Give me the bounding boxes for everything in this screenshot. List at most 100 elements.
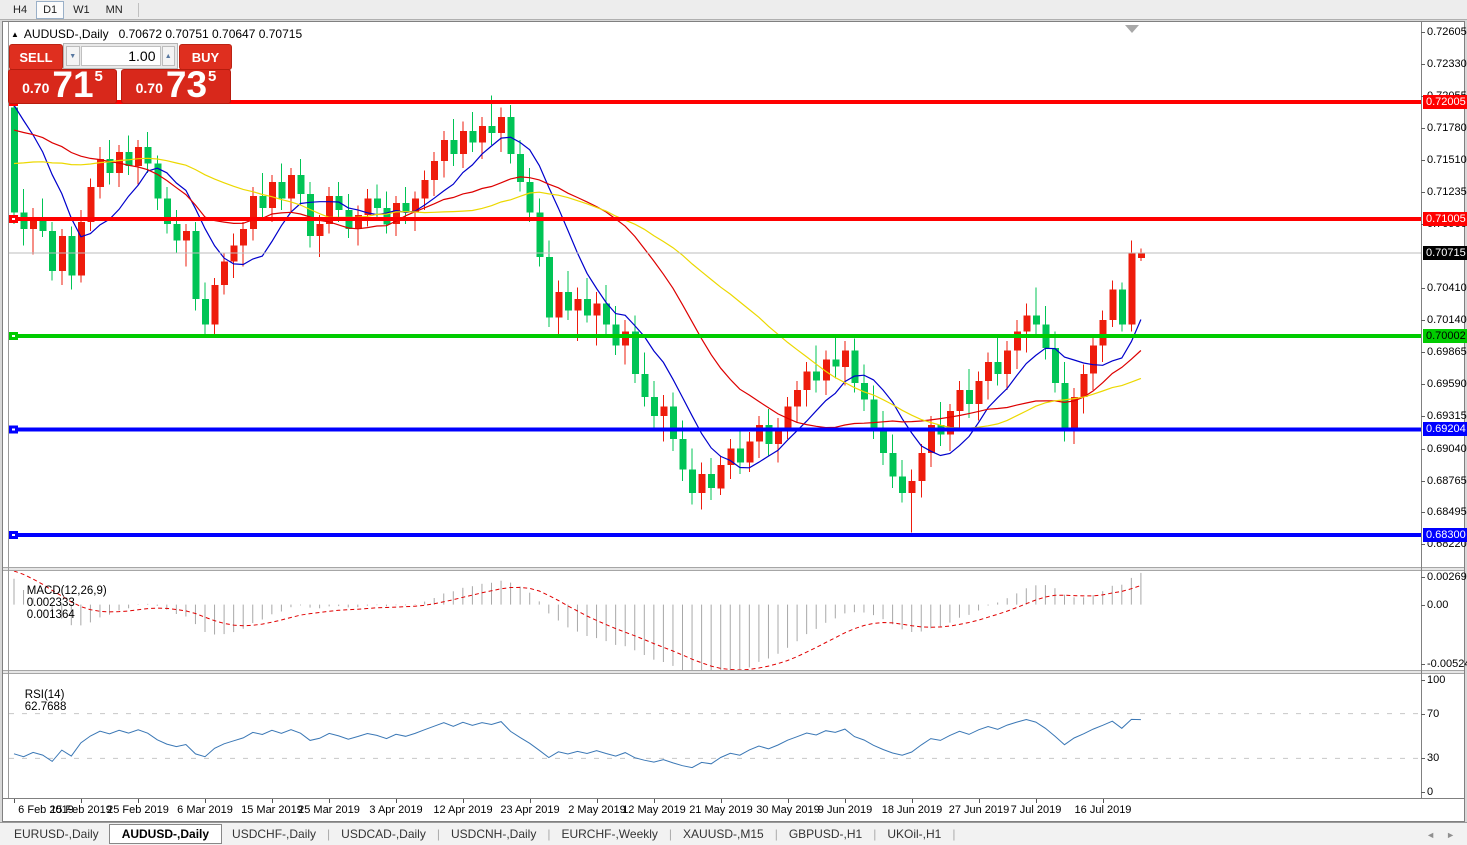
rsi-axis-label: 30 xyxy=(1427,752,1440,764)
sell-price-big-digits: 71 xyxy=(52,64,94,106)
chart-tab-audusd[interactable]: AUDUSD-,Daily xyxy=(108,824,223,844)
price-chart-canvas[interactable] xyxy=(9,24,1421,567)
candle-body-down xyxy=(679,439,687,470)
plot-left-border xyxy=(8,22,9,798)
buy-price-prefix: 0.70 xyxy=(135,80,163,96)
level-handle-dot xyxy=(12,534,15,536)
candle-body-down xyxy=(669,406,677,440)
candle-body-up xyxy=(326,196,334,225)
candle-body-up xyxy=(96,158,104,187)
tab-scroll-right-icon[interactable]: ► xyxy=(1446,830,1455,840)
candle-body-down xyxy=(584,299,591,316)
candle-body-up xyxy=(431,161,439,180)
candle-body-up xyxy=(182,231,190,241)
timeframe-button-d1[interactable]: D1 xyxy=(36,0,65,19)
chart-tab-eurusd[interactable]: EURUSD-,Daily xyxy=(14,827,99,841)
date-axis-label: 3 Apr 2019 xyxy=(369,804,423,816)
buy-price-pipette: 5 xyxy=(208,68,217,85)
chart-tab-gbpusd[interactable]: GBPUSD-,H1 xyxy=(788,827,863,841)
rsi-name: RSI(14) xyxy=(24,689,65,701)
macd-main-value: 0.002333 xyxy=(26,597,75,609)
volume-input[interactable] xyxy=(80,46,161,66)
pane-splitter-macd-rsi[interactable] xyxy=(3,670,1464,674)
candle-body-down xyxy=(517,154,525,183)
candle-body-up xyxy=(58,235,66,271)
candle-body-up xyxy=(822,359,830,381)
chart-tab-xauusd[interactable]: XAUUSD-,M15 xyxy=(683,827,764,841)
candle-body-up xyxy=(364,198,372,215)
chart-tab-usdcnh[interactable]: USDCNH-,Daily xyxy=(450,827,537,841)
volume-increase-button[interactable]: ▲ xyxy=(161,46,175,66)
date-axis-tick xyxy=(272,799,273,803)
date-axis-tick xyxy=(530,799,531,803)
tab-scroll-left-icon[interactable]: ◄ xyxy=(1426,830,1435,840)
rsi-axis-tick xyxy=(1421,792,1425,793)
chart-tab-eurchf[interactable]: EURCHF-,Weekly xyxy=(561,827,658,841)
volume-decrease-button[interactable]: ▼ xyxy=(66,46,80,66)
price-axis-label: 0.72330 xyxy=(1427,58,1467,70)
candle-body-down xyxy=(813,371,821,381)
candle-body-down xyxy=(851,350,859,384)
scroll-to-end-icon[interactable] xyxy=(1125,25,1139,33)
moving-average-line-21 xyxy=(13,129,1142,429)
tab-separator: | xyxy=(547,827,551,841)
date-axis[interactable]: 6 Feb 2019 15 Feb 2019 25 Feb 2019 6 Mar 20… xyxy=(3,798,1464,821)
collapse-panel-icon[interactable]: ▲ xyxy=(11,29,19,39)
date-axis-tick xyxy=(14,799,15,803)
toolbar-separator xyxy=(137,2,139,17)
price-axis-label: 0.70140 xyxy=(1427,314,1467,326)
candle-body-down xyxy=(259,196,267,208)
date-axis-label: 6 Feb 2019 xyxy=(18,804,74,816)
buy-price-quote[interactable]: 0.70 73 5 xyxy=(121,64,231,106)
rsi-axis-tick xyxy=(1421,714,1425,715)
candle-body-down xyxy=(641,373,649,398)
candle-body-down xyxy=(297,175,305,194)
tab-separator: | xyxy=(952,827,956,841)
candle-body-down xyxy=(125,151,133,166)
rsi-pane-canvas[interactable] xyxy=(9,674,1421,798)
level-handle-dot xyxy=(12,428,15,431)
timeframe-button-w1[interactable]: W1 xyxy=(73,3,90,16)
buy-price-big-digits: 73 xyxy=(165,64,208,106)
level-price-label-0.71005: 0.71005 xyxy=(1423,212,1467,226)
chart-tab-usdcad[interactable]: USDCAD-,Daily xyxy=(341,827,426,841)
date-axis-tick xyxy=(329,799,330,803)
candle-body-down xyxy=(650,397,658,416)
candle-body-up xyxy=(841,350,849,367)
timeframe-button-mn[interactable]: MN xyxy=(105,3,123,16)
chart-tab-ukoil[interactable]: UKOil-,H1 xyxy=(887,827,942,841)
candle-body-down xyxy=(278,182,286,199)
candle-body-down xyxy=(708,474,716,489)
pane-splitter-main-macd[interactable] xyxy=(3,567,1464,571)
date-axis-label: 21 May 2019 xyxy=(689,804,753,816)
sell-price-quote[interactable]: 0.70 71 5 xyxy=(8,64,117,106)
chart-title: ▲ AUDUSD-,Daily 0.70672 0.70751 0.70647 … xyxy=(11,27,302,41)
price-axis-label: 0.70410 xyxy=(1427,282,1467,294)
price-axis-tick xyxy=(1421,32,1425,33)
candle-body-down xyxy=(880,427,888,454)
price-axis-tick xyxy=(1421,384,1425,385)
price-axis-tick xyxy=(1421,320,1425,321)
date-axis-tick xyxy=(654,799,655,803)
timeframe-button-h4[interactable]: H4 xyxy=(13,3,28,16)
sell-price-prefix: 0.70 xyxy=(22,80,50,96)
date-axis-tick xyxy=(81,799,82,803)
chart-window[interactable]: 6 Feb 2019 15 Feb 2019 25 Feb 2019 6 Mar 20… xyxy=(2,21,1467,822)
buy-button[interactable]: BUY xyxy=(179,44,232,70)
date-axis-label: 30 May 2019 xyxy=(756,804,820,816)
date-axis-tick xyxy=(1036,799,1037,803)
date-axis-tick xyxy=(912,799,913,803)
macd-pane-canvas[interactable] xyxy=(9,571,1421,670)
candle-body-up xyxy=(555,292,563,318)
chart-tab-usdchf[interactable]: USDCHF-,Daily xyxy=(232,827,317,841)
candle-body-up xyxy=(727,448,735,465)
candle-body-up xyxy=(87,186,95,222)
date-axis-label: 18 Jun 2019 xyxy=(881,804,943,816)
candle-body-down xyxy=(173,224,181,241)
candle-body-up xyxy=(1090,345,1098,374)
date-axis-label: 12 Apr 2019 xyxy=(433,804,493,816)
candle-body-down xyxy=(106,158,114,173)
level-price-label-0.72005: 0.72005 xyxy=(1423,95,1467,109)
date-axis-label: 16 Jul 2019 xyxy=(1074,804,1132,816)
